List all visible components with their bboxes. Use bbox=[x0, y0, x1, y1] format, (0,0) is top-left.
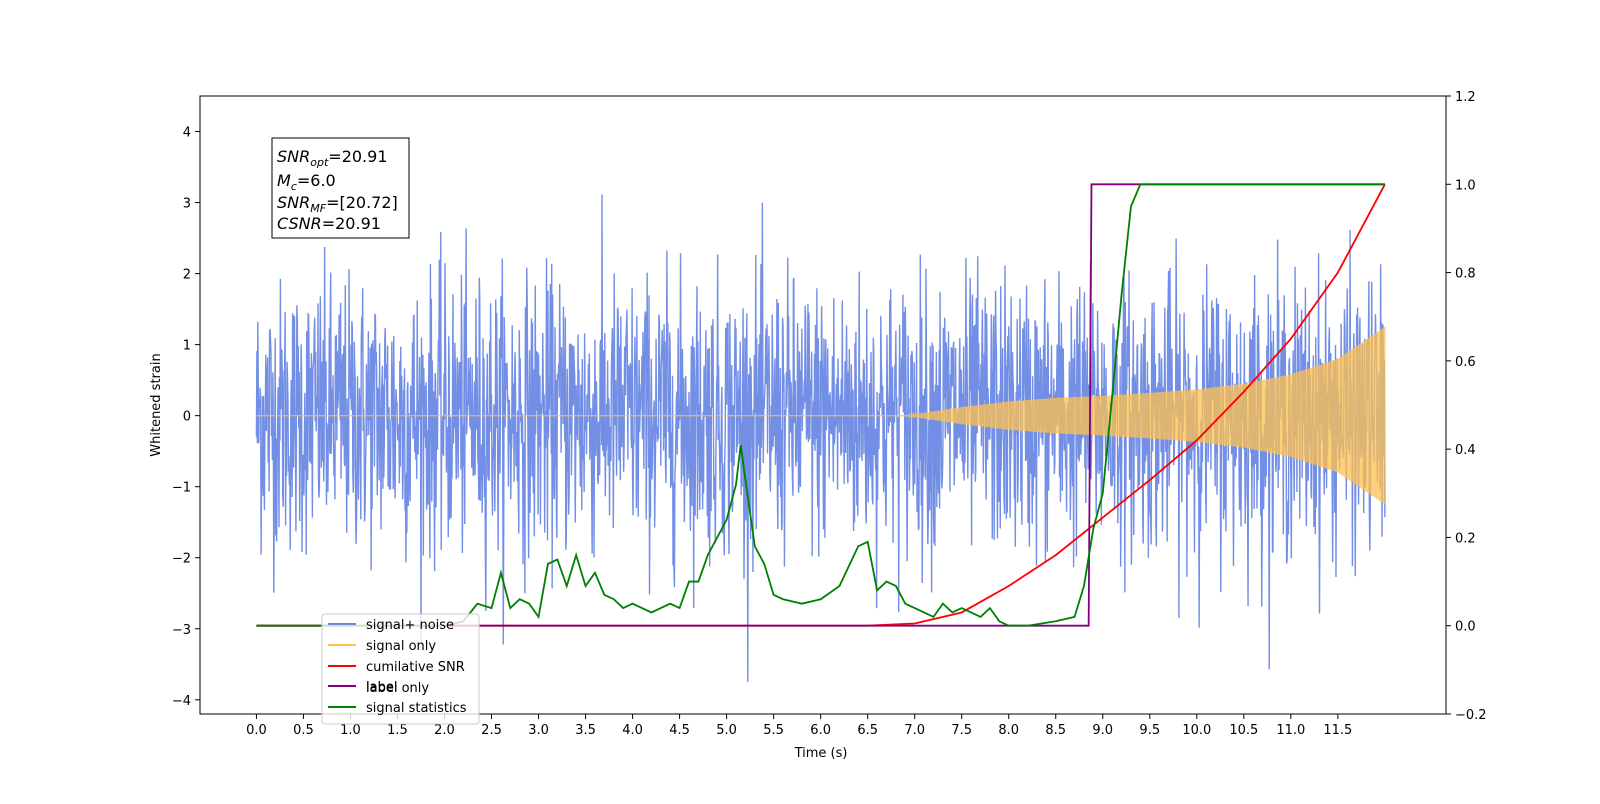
y-left-tick-label-2: 2 bbox=[183, 268, 191, 283]
y-axis-right-ticks: 1.2 1.0 0.8 0.6 0.4 0.2 0.0 −0.2 bbox=[1446, 90, 1487, 723]
x-tick-label-3-5: 3.5 bbox=[575, 723, 596, 738]
y-right-tick-label-0-2: 0.2 bbox=[1455, 531, 1476, 546]
y-right-tick-label-0-6: 0.6 bbox=[1455, 355, 1476, 370]
x-tick-label-7-0: 7.0 bbox=[904, 723, 925, 738]
legend-label-signal-statistics: signal statistics bbox=[366, 701, 467, 716]
y-left-tick-label-0: 0 bbox=[183, 410, 191, 425]
stats-box: SNRopt=20.91 Mc=6.0 SNRMF=[20.72] CSNR=2… bbox=[271, 137, 410, 239]
y-left-tick-label-3: 3 bbox=[183, 197, 191, 212]
legend-label-signal-only: signal only bbox=[366, 639, 436, 654]
x-tick-label-0-5: 0.5 bbox=[293, 723, 314, 738]
y-left-tick-label-4: 4 bbox=[183, 126, 191, 141]
x-tick-label-5-5: 5.5 bbox=[763, 723, 784, 738]
legend-label-signal-noise: signal+ noise bbox=[366, 618, 454, 633]
stats-line-snr-opt: SNRopt=20.91 bbox=[277, 147, 388, 169]
x-tick-label-3-0: 3.0 bbox=[528, 723, 549, 738]
x-tick-label-9-0: 9.0 bbox=[1092, 723, 1113, 738]
series-layer bbox=[255, 183, 1386, 683]
stats-line-mc: Mc=6.0 bbox=[277, 171, 336, 193]
x-tick-label-9-5: 9.5 bbox=[1139, 723, 1160, 738]
y-left-tick-label--1: −1 bbox=[172, 481, 191, 496]
y-right-tick-label-0-8: 0.8 bbox=[1455, 267, 1476, 282]
legend-label-cumulative-snr: cumilative SNR bbox=[366, 660, 465, 675]
x-tick-label-0-0: 0.0 bbox=[246, 723, 267, 738]
x-tick-label-8-0: 8.0 bbox=[998, 723, 1019, 738]
stats-line-snr-mf: SNRMF=[20.72] bbox=[277, 193, 398, 215]
x-tick-label-1-0: 1.0 bbox=[340, 723, 361, 738]
x-tick-label-10-5: 10.5 bbox=[1229, 723, 1258, 738]
x-tick-label-2-5: 2.5 bbox=[481, 723, 502, 738]
x-tick-label-7-5: 7.5 bbox=[951, 723, 972, 738]
y-left-tick-label--4: −4 bbox=[172, 694, 191, 709]
y-right-tick-label-0-0: 0.0 bbox=[1455, 620, 1476, 635]
y-right-tick-label-1-2: 1.2 bbox=[1455, 90, 1476, 105]
x-tick-label-4-0: 4.0 bbox=[622, 723, 643, 738]
series-signal-statistics bbox=[256, 183, 1385, 627]
x-tick-label-10-0: 10.0 bbox=[1182, 723, 1211, 738]
legend: signal+ noise signal only cumilative SNR… bbox=[321, 613, 480, 725]
x-tick-label-11-0: 11.0 bbox=[1276, 723, 1305, 738]
x-tick-label-11-5: 11.5 bbox=[1323, 723, 1352, 738]
y-right-tick-label-1-0: 1.0 bbox=[1455, 178, 1476, 193]
y-left-tick-label-1: 1 bbox=[183, 339, 191, 354]
series-cumilative-snr bbox=[256, 183, 1386, 627]
x-axis-label: Time (s) bbox=[794, 746, 848, 761]
series-signal-only bbox=[256, 326, 1386, 504]
y-left-tick-label--2: −2 bbox=[172, 552, 191, 567]
x-tick-label-6-5: 6.5 bbox=[857, 723, 878, 738]
plot-frame bbox=[199, 95, 1447, 715]
x-tick-label-5-0: 5.0 bbox=[716, 723, 737, 738]
x-tick-label-6-0: 6.0 bbox=[810, 723, 831, 738]
series-signal-noise bbox=[255, 194, 1386, 683]
stats-line-csnr: CSNR=20.91 bbox=[277, 214, 381, 233]
y-right-tick-label-0-4: 0.4 bbox=[1455, 443, 1476, 458]
y-right-tick-label--0-2: −0.2 bbox=[1455, 708, 1487, 723]
x-tick-label-8-5: 8.5 bbox=[1045, 723, 1066, 738]
x-tick-label-4-5: 4.5 bbox=[669, 723, 690, 738]
x-axis-ticks: 0.0 0.5 1.0 1.5 2.0 2.5 3.0 3.5 4.0 4.5 5.0 5.5 6.0 6… bbox=[246, 714, 1352, 738]
y-axis-label: Whitened strain bbox=[149, 353, 164, 456]
x-tick-label-2-0: 2.0 bbox=[434, 723, 455, 738]
legend-label-label-only: label only bbox=[366, 681, 429, 696]
y-axis-left-ticks: 4 3 2 1 0 −1 −2 −3 −4 bbox=[172, 126, 200, 709]
stats-box-frame bbox=[271, 137, 410, 239]
legend-frame bbox=[321, 613, 480, 725]
y-left-tick-label--3: −3 bbox=[172, 623, 191, 638]
legend-label-label: label bbox=[366, 680, 397, 695]
x-tick-label-1-5: 1.5 bbox=[387, 723, 408, 738]
